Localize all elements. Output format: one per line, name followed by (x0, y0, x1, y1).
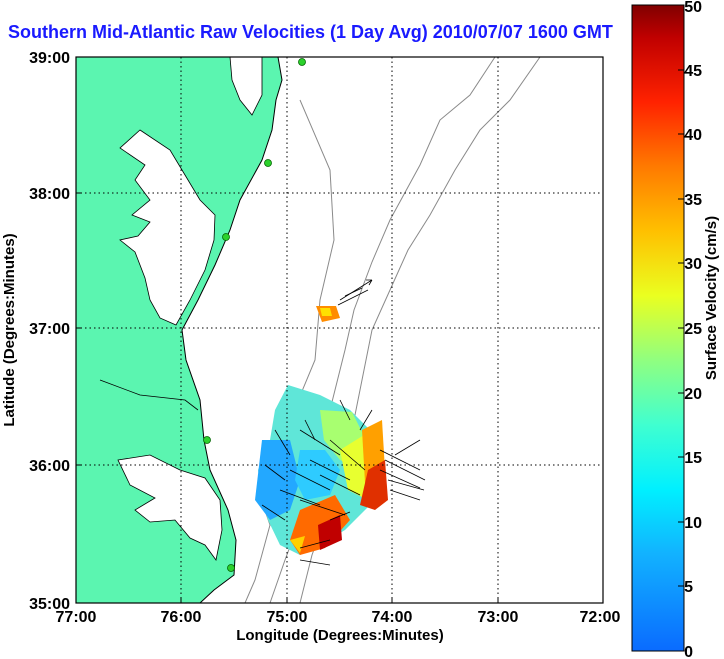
x-axis-label: Longitude (Degrees:Minutes) (236, 627, 444, 644)
radar-station-marker (264, 159, 272, 167)
radar-station-marker (298, 58, 306, 66)
x-tick-label: 77:00 (56, 609, 97, 626)
colorbar-label: Surface Velocity (cm/s) (703, 216, 720, 380)
x-tick-label: 76:00 (161, 609, 202, 626)
radar-station-marker (203, 436, 211, 444)
x-tick-label: 75:00 (267, 609, 308, 626)
colorbar-tick-label: 30 (684, 256, 702, 273)
delaware-bay (229, 57, 263, 116)
colorbar-tick-label: 20 (684, 386, 702, 403)
y-tick-label: 39:00 (29, 50, 70, 67)
plot-frame (75, 56, 604, 604)
graticule (76, 57, 603, 603)
pamlico-sound (117, 454, 223, 561)
y-axis-label: Latitude (Degrees:Minutes) (1, 233, 18, 426)
colorbar-tick-marks (678, 4, 684, 652)
colorbar-tick-label: 10 (684, 515, 702, 532)
radar-stations (203, 58, 306, 572)
x-tick-label: 73:00 (478, 609, 519, 626)
colorbar-tick-label: 35 (684, 192, 702, 209)
radar-station-marker (222, 233, 230, 241)
colorbar-tick-label: 5 (684, 579, 693, 596)
x-tick-label: 74:00 (372, 609, 413, 626)
chesapeake-bay (119, 129, 216, 326)
colorbar-tick-label: 40 (684, 127, 702, 144)
y-tick-label: 37:00 (29, 321, 70, 338)
x-tick-label: 72:00 (580, 609, 621, 626)
colorbar (631, 4, 685, 652)
colorbar-tick-label: 15 (684, 450, 702, 467)
y-tick-label: 35:00 (29, 596, 70, 613)
colorbar-tick-label: 50 (684, 0, 702, 16)
colorbar-tick-label: 45 (684, 63, 702, 80)
colorbar-tick-label: 0 (684, 644, 693, 659)
axis-tick-marks (75, 56, 604, 604)
radar-station-marker (227, 564, 235, 572)
map-title: Southern Mid-Atlantic Raw Velocities (1 … (8, 22, 613, 42)
y-tick-label: 38:00 (29, 186, 70, 203)
y-tick-label: 36:00 (29, 458, 70, 475)
velocity-arrows (261, 279, 426, 566)
colorbar-tick-label: 25 (684, 321, 702, 338)
